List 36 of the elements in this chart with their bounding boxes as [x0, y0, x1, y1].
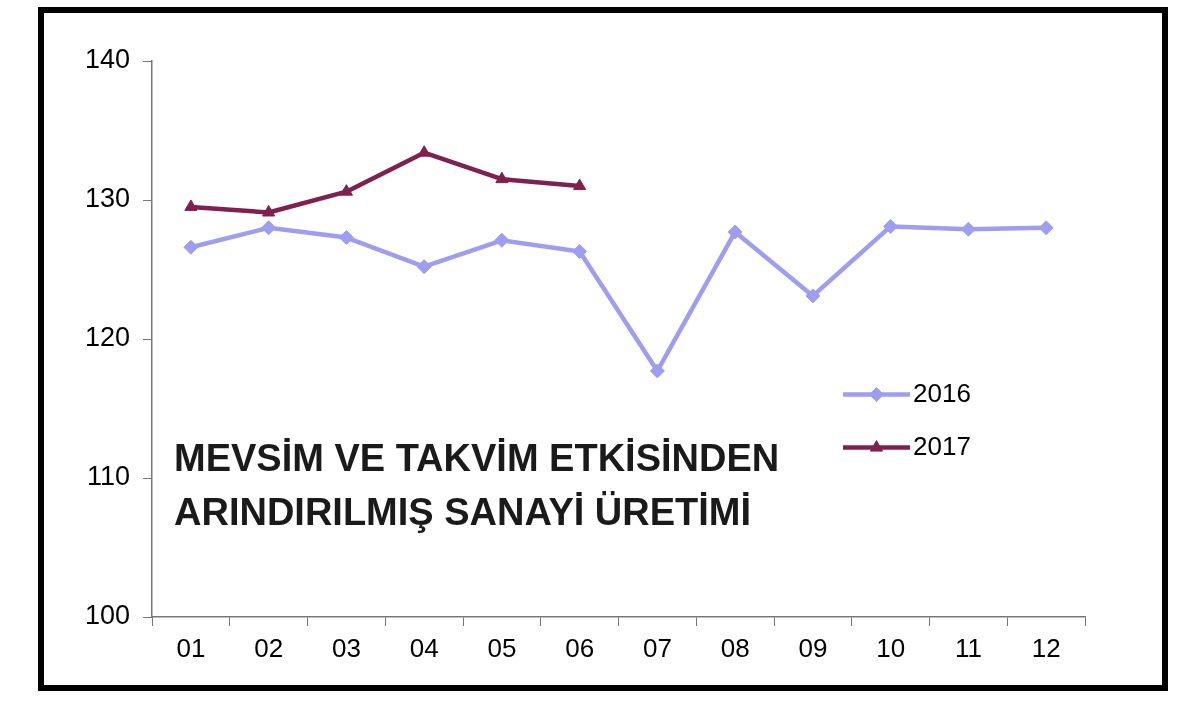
point	[495, 171, 509, 184]
legend-label: 2017	[913, 430, 971, 461]
point	[727, 224, 743, 240]
point	[416, 259, 432, 275]
point	[573, 178, 587, 191]
point	[649, 363, 665, 379]
x-tick-label: 07	[642, 632, 672, 663]
x-tick-label: 10	[876, 632, 906, 663]
x-tick-label: 06	[565, 632, 595, 663]
point	[339, 184, 353, 196]
x-tick-label: 08	[720, 632, 750, 663]
y-tick-label: 100	[84, 600, 130, 631]
legend-label: 2016	[913, 377, 971, 408]
x-tick-label: 09	[798, 632, 828, 663]
x-tick-label: 05	[487, 632, 517, 663]
point	[184, 199, 198, 211]
text: MEVSİM VE TAKVİM ETKİSİNDEN ARINDIRILMIŞ SANAYİ ÜRETİMİ	[174, 436, 780, 533]
y-tick-label: 140	[84, 44, 130, 75]
point	[183, 239, 199, 255]
point	[805, 288, 821, 304]
point	[262, 205, 276, 217]
point	[572, 243, 588, 259]
point	[338, 230, 354, 246]
x-tick-label: 04	[409, 632, 439, 663]
y-tick-label: 110	[86, 461, 130, 492]
point	[417, 145, 431, 157]
x-tick-label: 03	[331, 632, 361, 663]
point	[883, 218, 899, 234]
x-tick-label: 01	[176, 632, 206, 663]
x-tick-label: 02	[254, 632, 284, 663]
x-tick-label: 12	[1031, 632, 1061, 663]
x-tick-label: 11	[954, 632, 982, 663]
point	[494, 232, 510, 248]
point	[261, 220, 277, 236]
y-tick-label: 120	[84, 322, 130, 353]
y-tick-label: 130	[84, 183, 130, 214]
